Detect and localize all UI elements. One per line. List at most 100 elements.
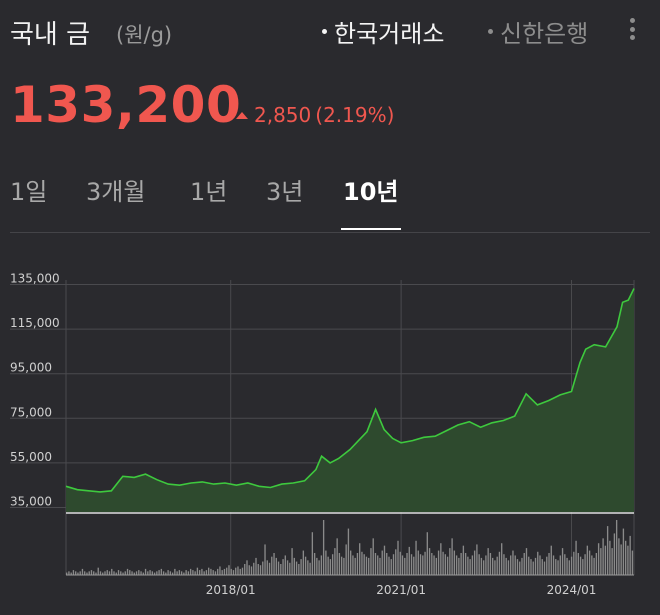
volume-bar — [609, 540, 611, 575]
volume-bar — [559, 555, 561, 575]
source-label: 한국거래소 — [334, 20, 445, 48]
x-axis-labels: 2018/01 2021/01 2024/01 — [206, 583, 597, 597]
volume-bar — [93, 571, 95, 575]
volume-bars — [66, 520, 634, 576]
tab-1y[interactable]: 1년 — [190, 178, 228, 206]
volume-bar — [219, 566, 221, 575]
volume-bar — [235, 567, 237, 575]
page-title: 국내 금 — [10, 20, 91, 50]
volume-bar — [422, 555, 424, 575]
volume-bar — [268, 562, 271, 575]
volume-bar — [620, 544, 622, 575]
volume-bar — [546, 556, 548, 575]
volume-bar — [293, 557, 295, 575]
volume-bar — [453, 550, 456, 575]
price-area-fill — [66, 288, 634, 512]
volume-bar — [521, 557, 523, 575]
period-tabs: 1일 3개월 1년 3년 10년 — [0, 168, 660, 232]
volume-bar — [487, 548, 489, 575]
volume-bar — [354, 557, 356, 575]
volume-bar — [147, 571, 149, 575]
x-tick-label: 2018/01 — [206, 583, 256, 597]
volume-bar — [431, 553, 433, 575]
kebab-menu-icon[interactable] — [628, 18, 636, 40]
volume-bar — [304, 556, 307, 575]
volume-bar — [464, 553, 467, 575]
volume-bar — [573, 551, 575, 575]
volume-bar — [595, 553, 598, 575]
volume-bar — [275, 557, 277, 575]
volume-bar — [550, 545, 552, 575]
tab-3m[interactable]: 3개월 — [86, 178, 146, 206]
volume-bar — [593, 557, 595, 575]
volume-bar — [408, 546, 410, 575]
volume-bar — [406, 553, 408, 575]
volume-bar — [124, 571, 126, 575]
y-tick-label: 135,000 — [10, 271, 60, 285]
volume-bar — [203, 571, 205, 575]
volume-bar — [259, 565, 262, 575]
volume-bar — [631, 550, 634, 575]
volume-bar — [532, 561, 534, 575]
y-tick-label: 55,000 — [10, 450, 52, 464]
volume-bar — [81, 568, 84, 575]
unit-label: (원/g) — [116, 23, 173, 47]
volume-bar — [350, 550, 352, 575]
volume-bar — [336, 538, 338, 575]
volume-bar — [271, 556, 273, 575]
volume-bar — [374, 553, 377, 575]
volume-bar — [489, 553, 492, 575]
change-amount: 2,850 — [254, 103, 312, 127]
volume-bar — [79, 571, 81, 575]
y-axis-labels: 135,000 115,000 95,000 75,000 55,000 35,000 — [10, 271, 60, 508]
volume-bar — [257, 564, 259, 575]
volume-bar — [228, 565, 230, 575]
volume-bar — [255, 557, 257, 575]
volume-bar — [480, 557, 483, 575]
volume-bar — [597, 543, 600, 575]
y-tick-label: 115,000 — [10, 316, 60, 330]
volume-bar — [239, 568, 241, 575]
volume-bar — [397, 540, 399, 575]
volume-bar — [66, 572, 68, 575]
tab-10y[interactable]: 10년 — [343, 178, 399, 206]
divider — [10, 232, 650, 233]
volume-bar — [325, 550, 327, 575]
tab-3y[interactable]: 3년 — [266, 178, 304, 206]
volume-bar — [135, 571, 138, 575]
volume-bar — [108, 571, 111, 575]
volume-bar — [302, 550, 305, 575]
volume-bar — [84, 571, 86, 575]
volume-bar — [444, 554, 447, 575]
volume-bar — [388, 556, 390, 575]
volume-bar — [149, 570, 151, 575]
volume-bar — [512, 550, 514, 575]
volume-bar — [505, 557, 507, 575]
volume-bar — [113, 571, 115, 575]
volume-bar — [417, 550, 419, 575]
volume-bar — [75, 571, 77, 575]
kebab-dot — [629, 26, 635, 32]
volume-bar — [530, 559, 532, 575]
volume-bar — [153, 572, 156, 575]
volume-bar — [156, 571, 158, 575]
volume-bar — [435, 557, 437, 575]
source-tab-krx[interactable]: 한국거래소 — [322, 14, 444, 49]
volume-bar — [201, 568, 203, 575]
source-tab-shinhan[interactable]: 신한은행 — [488, 14, 588, 49]
volume-bar — [167, 570, 169, 575]
volume-bar — [142, 572, 144, 575]
volume-bar — [86, 572, 88, 575]
volume-bar — [126, 568, 129, 575]
volume-bar — [102, 572, 104, 575]
volume-bar — [600, 548, 602, 575]
volume-bar — [232, 570, 235, 575]
volume-bar — [377, 555, 379, 575]
price-chart[interactable]: 135,000 115,000 95,000 75,000 55,000 35,000 2… — [0, 240, 660, 615]
volume-bar — [419, 554, 422, 575]
volume-bar — [316, 557, 318, 575]
volume-bar — [298, 564, 300, 575]
volume-bar — [217, 568, 219, 575]
volume-bar — [253, 562, 255, 575]
tab-1d[interactable]: 1일 — [10, 178, 48, 206]
